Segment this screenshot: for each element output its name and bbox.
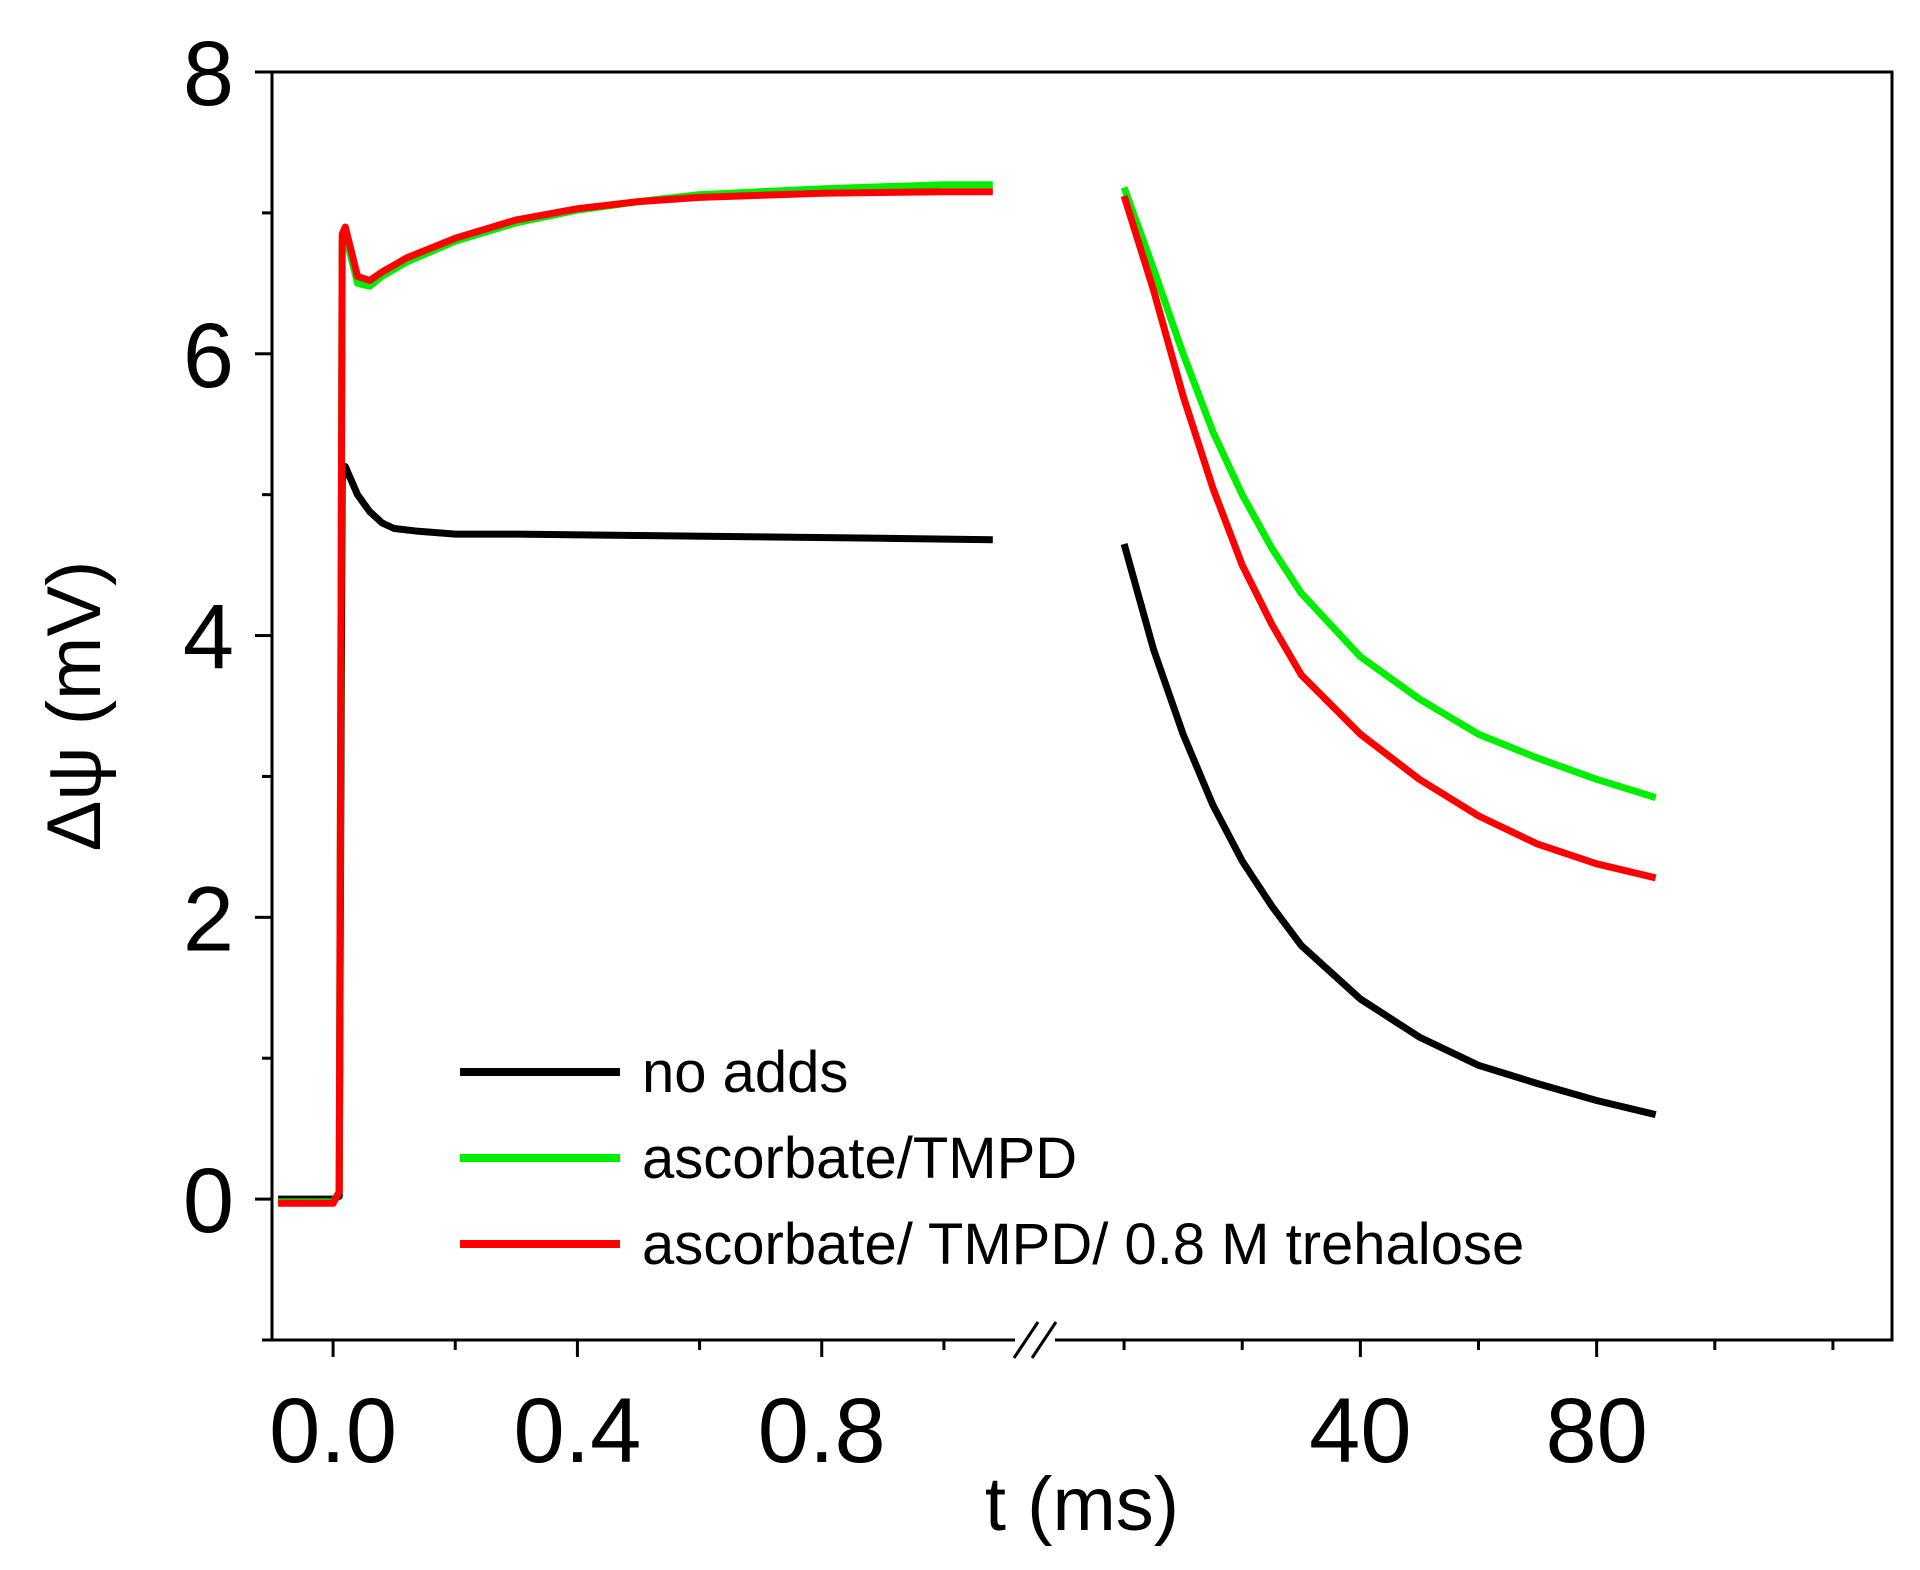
axes-layer: 0 2 4 6 8 0.0 0.4 0.8 40 80 [183, 23, 1835, 1482]
x-tick-label: 40 [1309, 1380, 1411, 1482]
y-tick-label: 4 [183, 587, 234, 689]
legend-label: ascorbate/ TMPD/ 0.8 M trehalose [642, 1212, 1524, 1277]
axis-break-gap [1015, 1330, 1055, 1350]
y-tick-label: 6 [183, 305, 234, 407]
x-tick-label: 0.8 [758, 1380, 886, 1482]
series-line-1-segment1 [278, 463, 993, 1203]
series-layer [278, 181, 1657, 1207]
legend-label: ascorbate/TMPD [642, 1126, 1077, 1191]
legend: no adds ascorbate/TMPD ascorbate/ TMPD/ 0.… [460, 1040, 1524, 1277]
plot-frame [270, 70, 1894, 1342]
y-tick-label: 0 [183, 1150, 234, 1252]
series-line-2-segment1 [278, 181, 993, 1206]
legend-label: no adds [642, 1040, 848, 1105]
axis-break-mark [1030, 1321, 1058, 1359]
y-axis-label: Δψ (mV) [32, 561, 117, 852]
series-line-2-segment2 [1120, 186, 1657, 801]
x-axis-label: t (ms) [985, 1462, 1179, 1547]
series-line-3-segment1 [278, 188, 993, 1207]
y-tick-label: 8 [183, 23, 234, 125]
axis-break-mark [1012, 1321, 1040, 1359]
x-tick-label: 0.4 [513, 1380, 641, 1482]
x-tick-label: 80 [1545, 1380, 1647, 1482]
series-line-1-segment2 [1120, 543, 1657, 1119]
y-tick-label: 2 [183, 868, 234, 970]
series-line-3-segment2 [1120, 194, 1657, 882]
x-tick-label: 0.0 [269, 1380, 397, 1482]
